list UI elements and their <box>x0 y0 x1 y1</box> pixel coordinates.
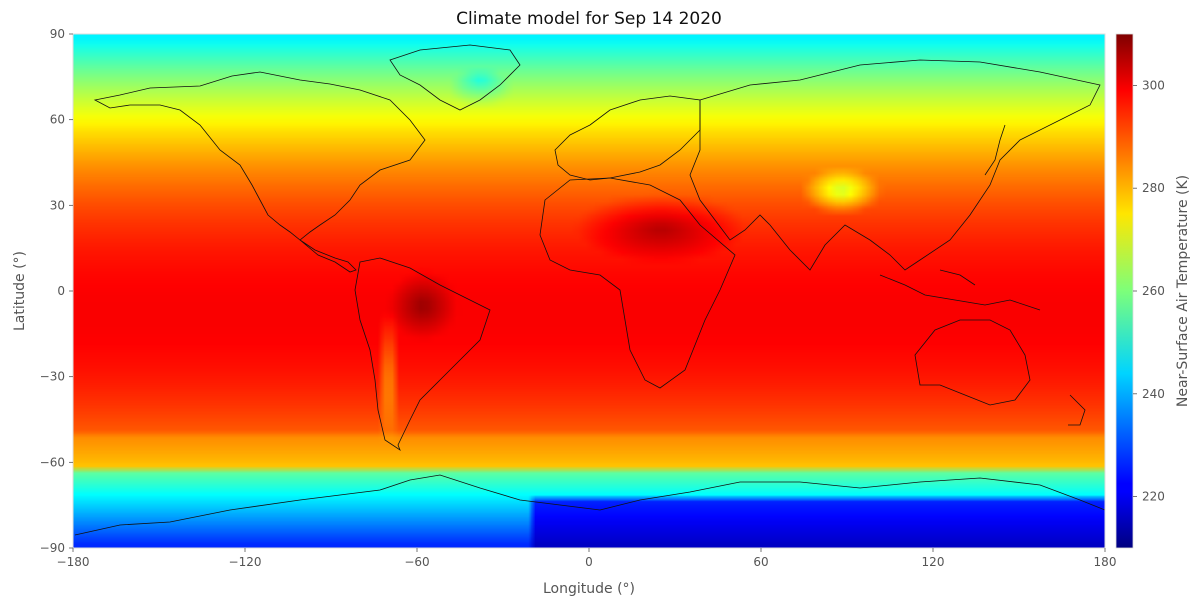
coastline-antarctica <box>74 474 1105 536</box>
coastline-europe <box>554 95 701 181</box>
colorbar-ticks: 220 240 260 280 300 <box>1133 78 1165 504</box>
coastline-asia <box>689 59 1101 271</box>
y-tick-label: −90 <box>40 541 65 555</box>
heatmap-raster <box>73 34 1105 548</box>
coastline-south-america <box>354 257 491 452</box>
coastline-central-america <box>299 239 357 273</box>
y-tick-label: −30 <box>40 370 65 384</box>
coastline-new-zealand <box>1068 394 1086 426</box>
colorbar: 220 240 260 280 300 Near-Surface Air Tempera… <box>1115 33 1191 549</box>
x-tick-label: 120 <box>922 555 945 569</box>
x-tick-label: 60 <box>753 555 768 569</box>
colorbar-gradient <box>1116 34 1133 548</box>
colorbar-label: Near-Surface Air Temperature (K) <box>1175 175 1191 407</box>
x-axis-ticks: −180 −120 −60 0 60 120 180 <box>57 548 1117 569</box>
x-tick-label: −180 <box>57 555 90 569</box>
coastline-greenland <box>389 44 521 111</box>
x-tick-label: −60 <box>404 555 429 569</box>
y-tick-label: 0 <box>57 284 65 298</box>
y-tick-label: −60 <box>40 455 65 469</box>
coastline-africa <box>539 177 736 389</box>
y-tick-label: 30 <box>50 198 65 212</box>
colorbar-tick-label: 280 <box>1142 181 1165 195</box>
x-axis-label: Longitude (°) <box>543 581 635 597</box>
y-tick-label: 90 <box>50 27 65 41</box>
y-axis-label: Latitude (°) <box>12 251 28 331</box>
colorbar-tick-label: 300 <box>1142 78 1165 92</box>
coastline-japan <box>984 124 1006 176</box>
colorbar-tick-label: 240 <box>1142 387 1165 401</box>
x-tick-label: 0 <box>585 555 593 569</box>
chart-title: Climate model for Sep 14 2020 <box>456 9 722 29</box>
y-tick-label: 60 <box>50 113 65 127</box>
coastlines <box>74 44 1105 536</box>
x-tick-label: −120 <box>229 555 262 569</box>
coastline-north-america <box>93 71 426 241</box>
colorbar-tick-label: 260 <box>1142 284 1165 298</box>
coastline-australia <box>914 319 1031 406</box>
colorbar-tick-label: 220 <box>1142 490 1165 504</box>
x-tick-label: 180 <box>1094 555 1117 569</box>
y-axis-ticks: 90 60 30 0 −30 −60 −90 <box>40 27 73 555</box>
temperature-heatmap <box>73 34 1105 548</box>
coastline-indonesia <box>879 269 1041 311</box>
